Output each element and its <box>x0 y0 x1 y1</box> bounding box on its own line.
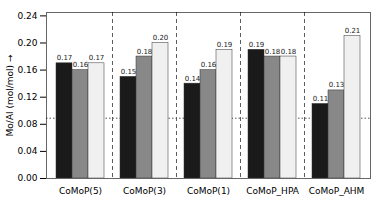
svg-text:0.14: 0.14 <box>185 75 201 83</box>
svg-text:0.20: 0.20 <box>17 38 37 48</box>
svg-text:0.18: 0.18 <box>281 48 297 56</box>
svg-text:CoMoP_AHM: CoMoP_AHM <box>309 186 365 196</box>
svg-text:0.21: 0.21 <box>345 27 361 35</box>
svg-text:0.11: 0.11 <box>313 95 329 103</box>
svg-text:0.16: 0.16 <box>73 61 89 69</box>
svg-text:0.13: 0.13 <box>329 81 345 89</box>
svg-text:0.24: 0.24 <box>17 11 37 21</box>
svg-text:0.17: 0.17 <box>89 54 105 62</box>
svg-text:0.08: 0.08 <box>17 119 37 129</box>
svg-text:0.19: 0.19 <box>249 41 265 49</box>
svg-text:0.04: 0.04 <box>17 146 37 156</box>
svg-text:CoMoP(1): CoMoP(1) <box>187 186 230 196</box>
svg-text:Mo/Al (mol/mol) →: Mo/Al (mol/mol) → <box>5 54 15 136</box>
svg-text:0.18: 0.18 <box>265 48 281 56</box>
svg-text:CoMoP(5): CoMoP(5) <box>59 186 102 196</box>
svg-text:CoMoP(3): CoMoP(3) <box>123 186 166 196</box>
svg-text:0.17: 0.17 <box>57 54 73 62</box>
svg-text:0.16: 0.16 <box>17 65 37 75</box>
svg-text:0.16: 0.16 <box>201 61 217 69</box>
svg-text:0.20: 0.20 <box>153 34 169 42</box>
svg-text:0.12: 0.12 <box>17 92 37 102</box>
svg-text:0.18: 0.18 <box>137 48 153 56</box>
svg-text:0.00: 0.00 <box>17 173 37 183</box>
svg-text:CoMoP_HPA: CoMoP_HPA <box>246 186 300 196</box>
svg-text:0.19: 0.19 <box>217 41 233 49</box>
svg-text:0.15: 0.15 <box>121 68 137 76</box>
